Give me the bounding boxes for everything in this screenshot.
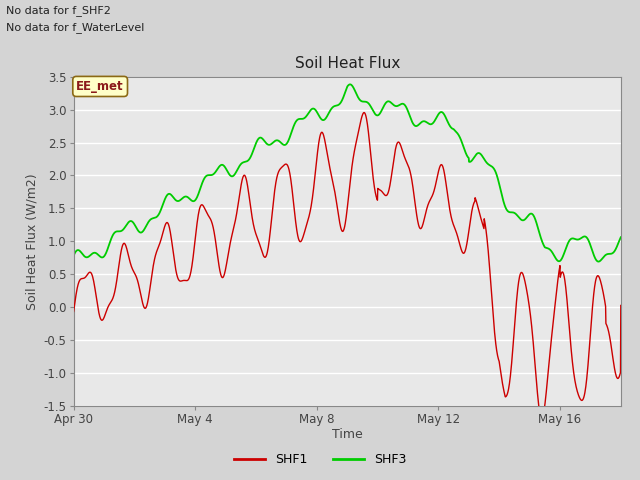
Title: Soil Heat Flux: Soil Heat Flux xyxy=(294,57,400,72)
Text: EE_met: EE_met xyxy=(76,80,124,93)
Text: No data for f_WaterLevel: No data for f_WaterLevel xyxy=(6,22,145,33)
Y-axis label: Soil Heat Flux (W/m2): Soil Heat Flux (W/m2) xyxy=(25,173,38,310)
Legend: SHF1, SHF3: SHF1, SHF3 xyxy=(229,448,411,471)
X-axis label: Time: Time xyxy=(332,428,363,441)
Text: No data for f_SHF2: No data for f_SHF2 xyxy=(6,5,111,16)
